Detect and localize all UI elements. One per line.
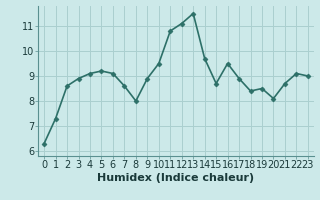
X-axis label: Humidex (Indice chaleur): Humidex (Indice chaleur) [97, 173, 255, 183]
